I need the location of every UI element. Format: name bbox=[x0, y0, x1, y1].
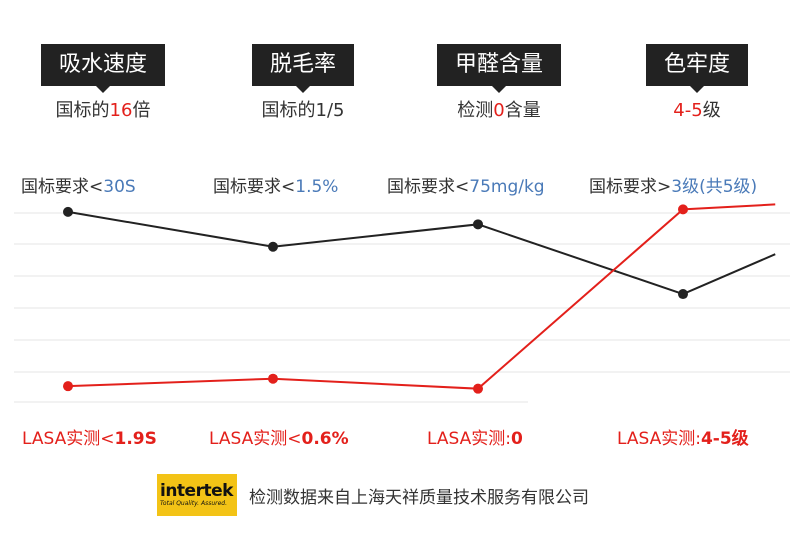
series-1-point-1 bbox=[63, 206, 73, 217]
metric-subtitle: 4-5级 bbox=[607, 96, 787, 122]
requirement-prefix: 国标要求> bbox=[589, 177, 672, 197]
lasa-value: 4-5级 bbox=[700, 429, 749, 449]
lasa-result-4: LASA实测:4-5级 bbox=[617, 424, 749, 449]
logo-word: intertek bbox=[160, 481, 233, 501]
lasa-result-3: LASA实测:0 bbox=[427, 424, 523, 449]
lasa-value: 1.9S bbox=[114, 429, 157, 449]
requirement-value: 30S bbox=[103, 177, 136, 197]
series-2-point-4 bbox=[678, 204, 688, 215]
chart-series bbox=[63, 203, 776, 394]
metric-title: 脱毛率 bbox=[251, 44, 354, 93]
lasa-value: 0.6% bbox=[301, 429, 349, 449]
footer-source-text: 检测数据来自上海天祥质量技术服务有限公司 bbox=[249, 487, 589, 508]
lasa-prefix: LASA实测< bbox=[209, 429, 302, 449]
metric-1: 吸水速度 国标的16倍 bbox=[13, 44, 193, 122]
requirement-value: 1.5% bbox=[295, 177, 339, 197]
series-2-point-1 bbox=[63, 381, 73, 392]
lasa-value: 0 bbox=[510, 429, 523, 449]
metric-title: 甲醛含量 bbox=[436, 44, 561, 93]
metric-sub-prefix: 国标的1/5 bbox=[261, 100, 345, 121]
intertek-logo: intertek Total Quality. Assured. bbox=[157, 474, 237, 516]
requirement-value: 3级(共5级) bbox=[671, 177, 758, 197]
metric-3: 甲醛含量 检测0含量 bbox=[409, 44, 589, 122]
logo-tagline: Total Quality. Assured. bbox=[160, 500, 228, 507]
metric-sub-suffix: 倍 bbox=[132, 100, 151, 121]
chart-gridlines bbox=[14, 212, 790, 403]
metric-sub-suffix: 含量 bbox=[504, 100, 541, 121]
requirement-2: 国标要求<1.5% bbox=[213, 172, 338, 197]
footer: intertek Total Quality. Assured. 检测数据来自上… bbox=[157, 474, 589, 516]
lasa-result-2: LASA实测<0.6% bbox=[209, 424, 349, 449]
metric-sub-value: 0 bbox=[493, 100, 505, 121]
metric-title: 吸水速度 bbox=[40, 44, 165, 93]
series-line-1 bbox=[67, 210, 776, 296]
metric-subtitle: 国标的1/5 bbox=[213, 96, 393, 122]
series-1-point-4 bbox=[678, 289, 688, 300]
lasa-prefix: LASA实测< bbox=[22, 429, 115, 449]
requirement-value: 75mg/kg bbox=[469, 177, 545, 197]
metric-sub-value: 16 bbox=[109, 100, 133, 121]
metric-2: 脱毛率 国标的1/5 bbox=[213, 44, 393, 122]
series-line-2 bbox=[67, 203, 776, 390]
metric-sub-value: 4-5 bbox=[673, 100, 703, 121]
series-2-point-2 bbox=[268, 373, 278, 384]
series-2-point-3 bbox=[473, 383, 483, 394]
lasa-result-1: LASA实测<1.9S bbox=[22, 424, 157, 449]
metric-sub-prefix: 检测 bbox=[457, 100, 494, 121]
requirement-1: 国标要求<30S bbox=[21, 172, 136, 197]
requirement-4: 国标要求>3级(共5级) bbox=[589, 172, 757, 197]
lasa-prefix: LASA实测: bbox=[617, 429, 701, 449]
requirement-3: 国标要求<75mg/kg bbox=[387, 172, 545, 197]
requirement-prefix: 国标要求< bbox=[21, 177, 104, 197]
requirement-prefix: 国标要求< bbox=[387, 177, 470, 197]
metric-sub-prefix: 国标的 bbox=[55, 100, 110, 121]
series-1-point-2 bbox=[268, 241, 278, 252]
requirement-prefix: 国标要求< bbox=[213, 177, 296, 197]
metric-sub-suffix: 级 bbox=[702, 100, 721, 121]
metric-subtitle: 国标的16倍 bbox=[13, 96, 193, 122]
metric-title: 色牢度 bbox=[645, 44, 748, 93]
metric-subtitle: 检测0含量 bbox=[409, 96, 589, 122]
metric-4: 色牢度 4-5级 bbox=[607, 44, 787, 122]
lasa-prefix: LASA实测: bbox=[427, 429, 511, 449]
series-1-point-3 bbox=[473, 219, 483, 230]
